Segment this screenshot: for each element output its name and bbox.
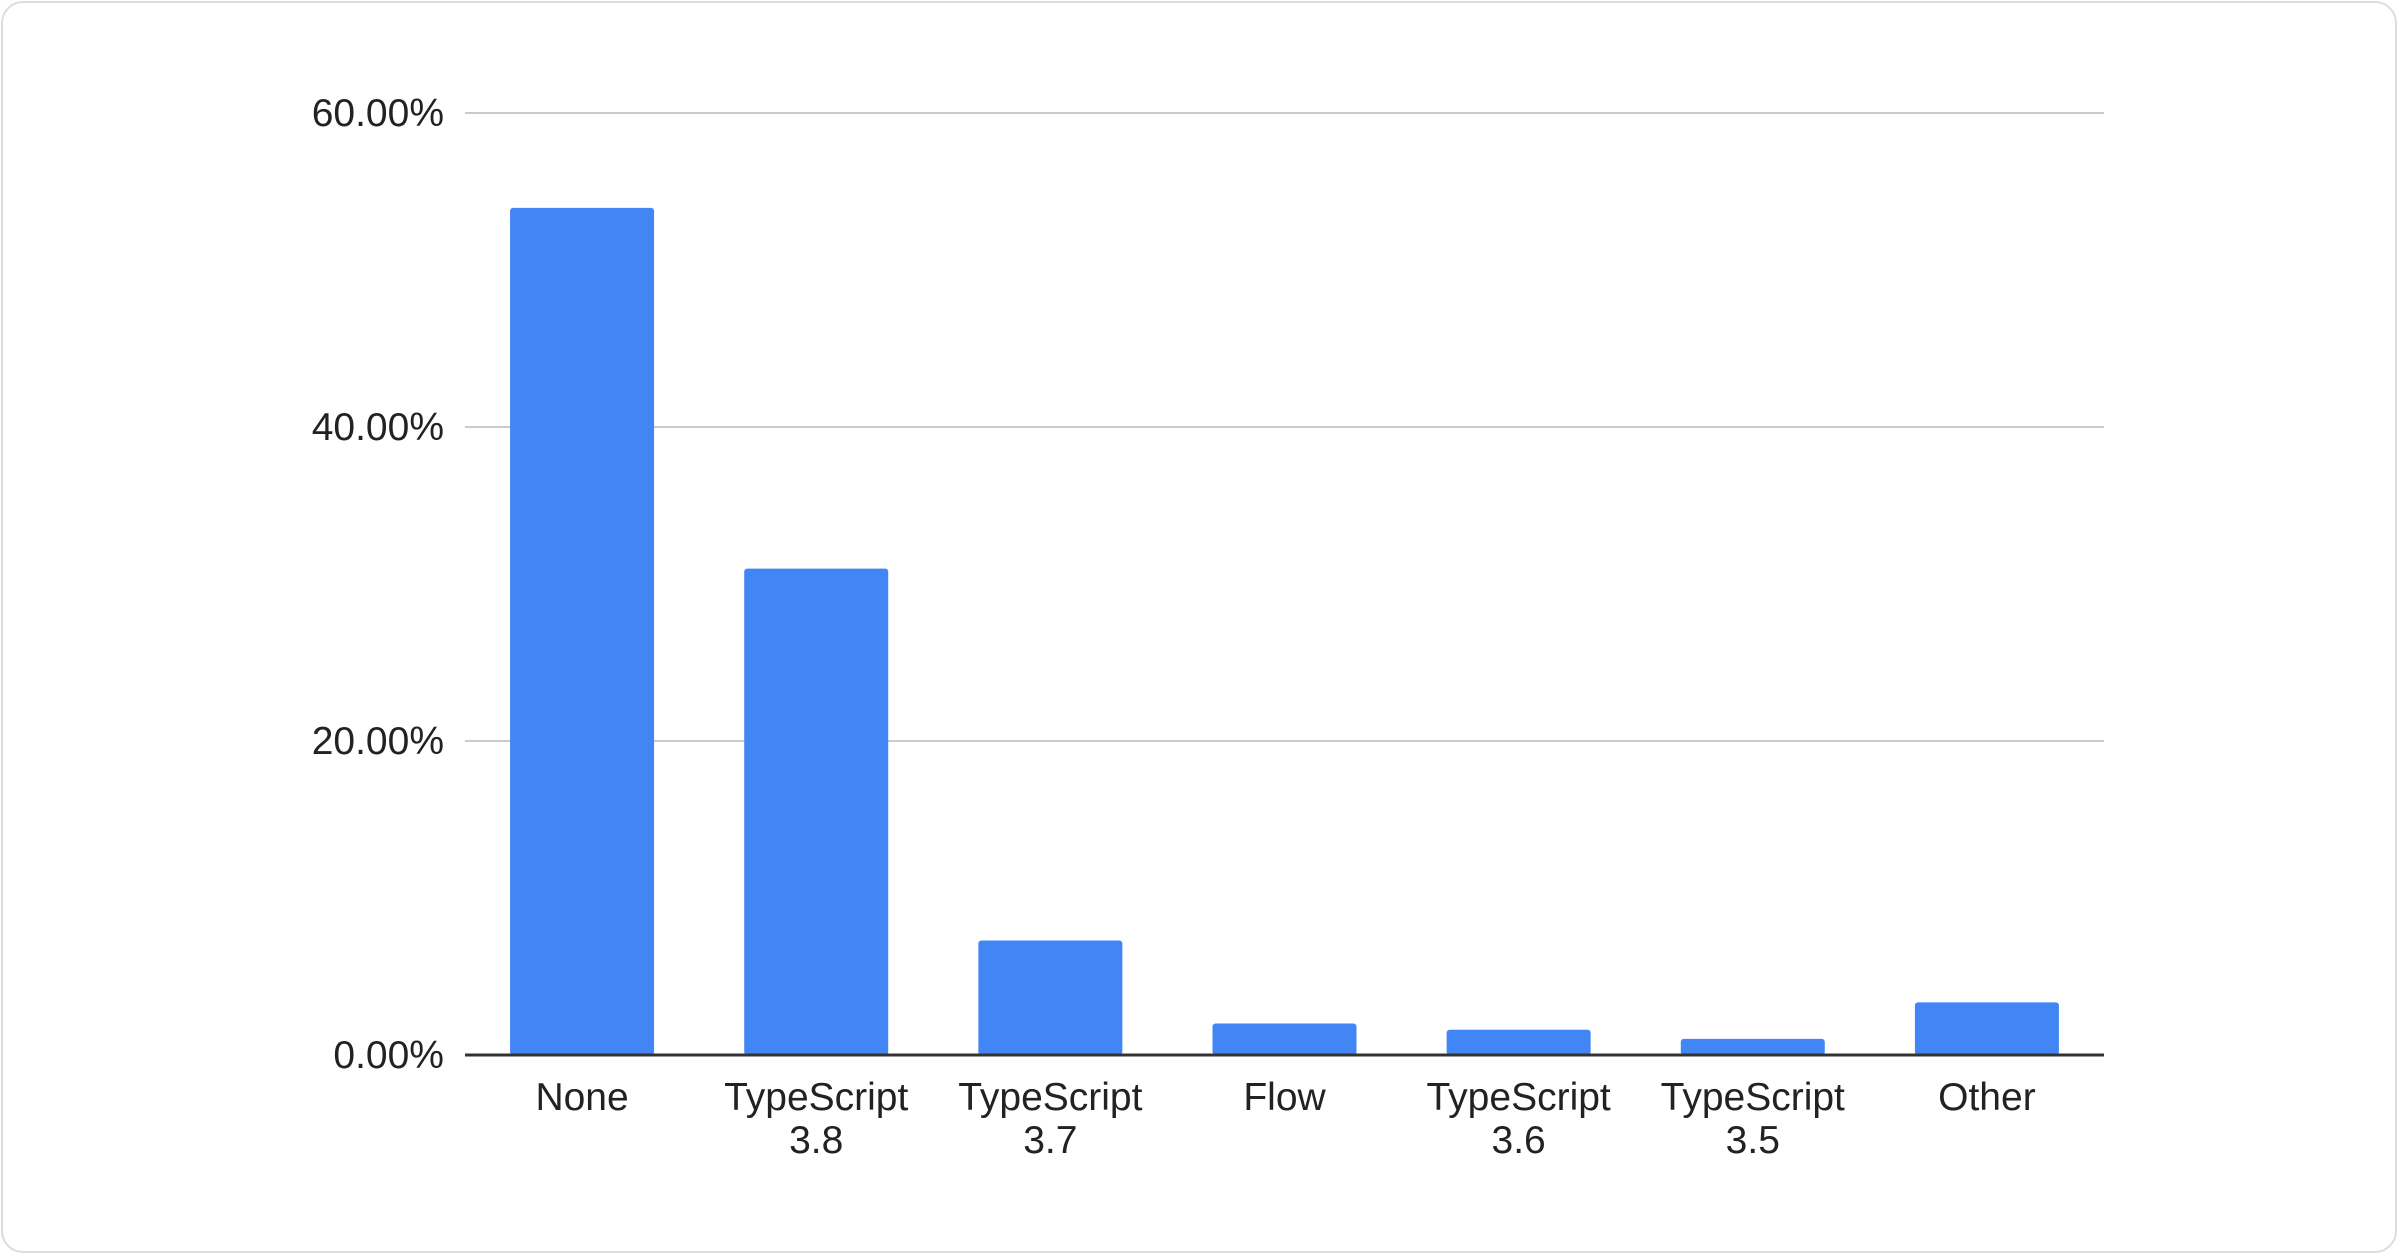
y-tick-label: 60.00%	[312, 92, 444, 135]
x-tick-label: 3.6	[1492, 1119, 1546, 1162]
x-tick-label: Other	[1938, 1076, 2036, 1119]
x-tick-label: TypeScript	[1427, 1076, 1611, 1119]
bar-2	[978, 940, 1123, 1055]
x-tick-label: 3.7	[1023, 1119, 1077, 1162]
bar-0	[510, 207, 655, 1055]
x-tick-label: TypeScript	[1661, 1076, 1845, 1119]
bar-4	[1446, 1029, 1591, 1055]
bar-chart: 0.00%20.00%40.00%60.00%None TypeScript3.8…	[312, 92, 2104, 1162]
x-tick-label: TypeScript	[958, 1076, 1142, 1119]
bar-3	[1212, 1023, 1357, 1055]
x-tick-label: TypeScript	[724, 1076, 908, 1119]
bar-1	[744, 568, 889, 1055]
x-tick-label: 3.8	[789, 1119, 843, 1162]
y-tick-label: 20.00%	[312, 720, 444, 763]
x-tick-label: None	[535, 1076, 628, 1119]
y-tick-label: 0.00%	[333, 1034, 444, 1077]
bar-5	[1680, 1038, 1825, 1055]
y-tick-label: 40.00%	[312, 406, 444, 449]
x-tick-label: 3.5	[1726, 1119, 1780, 1162]
x-tick-label: Flow	[1243, 1076, 1326, 1119]
bar-6	[1914, 1002, 2059, 1055]
